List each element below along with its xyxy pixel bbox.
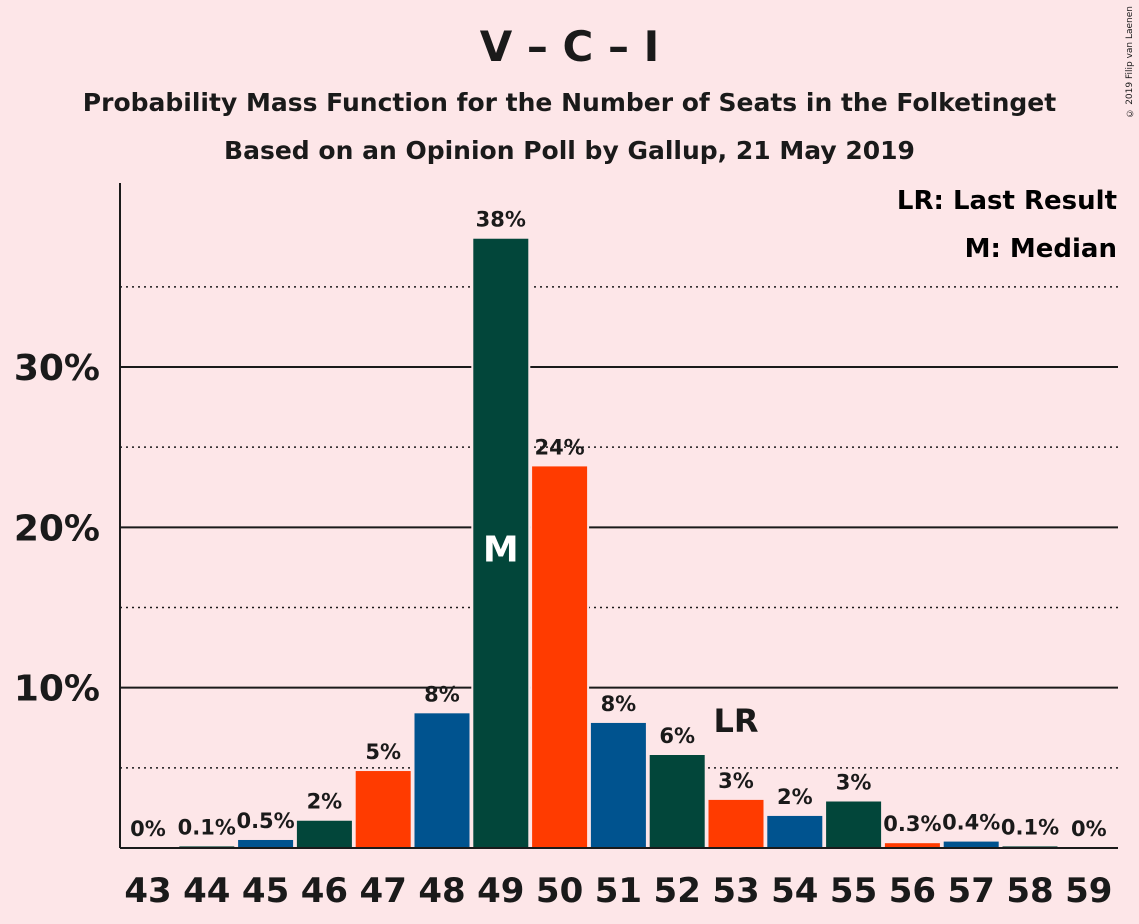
- bar-50: [532, 466, 588, 848]
- x-tick-label-57: 57: [948, 871, 995, 911]
- bar-55: [826, 801, 882, 848]
- labels: 0% 0.1% 0.5%2%5%8%38%M24%8%6%3%LR2%3%0.3% 0…: [130, 208, 1106, 841]
- median-marker: M: [483, 529, 519, 570]
- bar-57: [943, 841, 999, 848]
- last-result-marker: LR: [713, 702, 758, 740]
- bar-label-55: 3%: [836, 771, 872, 795]
- bar-47: [355, 771, 411, 848]
- x-tick-label-48: 48: [418, 871, 465, 911]
- bar-51: [590, 722, 646, 848]
- bar-label-57: 0.4%: [942, 811, 1000, 835]
- x-tick-label-53: 53: [712, 871, 759, 911]
- x-tick-label-51: 51: [595, 871, 642, 911]
- x-tick-label-44: 44: [183, 871, 230, 911]
- x-tick-label-47: 47: [360, 871, 407, 911]
- bar-label-50: 24%: [534, 435, 584, 459]
- bar-53: [708, 799, 764, 848]
- bar-gap: [177, 844, 237, 848]
- y-tick-label: 30%: [14, 348, 100, 389]
- bar-52: [649, 755, 705, 848]
- chart-subtitle-poll-type: Probability Mass Function for the Number…: [82, 88, 1057, 117]
- x-tick-label-43: 43: [124, 871, 171, 911]
- y-tick-label: 10%: [14, 669, 100, 710]
- y-tick-label: 20%: [14, 508, 100, 549]
- bar-label-43: 0%: [130, 817, 166, 841]
- bar-label-52: 6%: [659, 724, 695, 748]
- bar-label-46: 2%: [307, 790, 343, 814]
- axes: 10% 20% 30% 43 44 45 46 47 48 49 50 51 52 53 54 55 56 57 5…: [14, 183, 1118, 911]
- bar-label-48: 8%: [424, 682, 460, 706]
- legend-last-result: LR: Last Result: [897, 186, 1117, 216]
- bar-49: [473, 238, 529, 848]
- bar-label-45: 0.5%: [236, 809, 294, 833]
- x-tick-label-56: 56: [889, 871, 936, 911]
- bar-label-44: 0.1%: [178, 815, 236, 839]
- bar-label-53: 3%: [718, 769, 754, 793]
- x-tick-label-59: 59: [1065, 871, 1112, 911]
- bar-label-59: 0%: [1071, 817, 1107, 841]
- x-tick-label-54: 54: [771, 871, 818, 911]
- bar-label-51: 8%: [601, 692, 637, 716]
- bar-54: [767, 815, 823, 848]
- x-tick-label-58: 58: [1006, 871, 1053, 911]
- x-tick-label-45: 45: [242, 871, 289, 911]
- chart-subtitle-source: Based on an Opinion Poll by Gallup, 21 M…: [224, 136, 915, 165]
- bars: [177, 236, 1060, 848]
- bar-label-49: 38%: [476, 208, 526, 232]
- bar-label-54: 2%: [777, 785, 813, 809]
- bar-label-56: 0.3%: [883, 812, 941, 836]
- bar-45: [238, 839, 294, 848]
- x-tick-label-49: 49: [477, 871, 524, 911]
- bar-48: [414, 713, 470, 848]
- bar-56: [884, 843, 940, 848]
- chart-title: V – C – I: [479, 22, 660, 71]
- bar-label-47: 5%: [365, 740, 401, 764]
- x-tick-label-52: 52: [654, 871, 701, 911]
- x-tick-label-46: 46: [301, 871, 348, 911]
- x-tick-label-55: 55: [830, 871, 877, 911]
- x-tick-label-50: 50: [536, 871, 583, 911]
- bar-46: [296, 820, 352, 848]
- bar-gap: [1000, 844, 1060, 848]
- legend-median: M: Median: [965, 234, 1117, 264]
- bar-label-58: 0.1%: [1001, 815, 1059, 839]
